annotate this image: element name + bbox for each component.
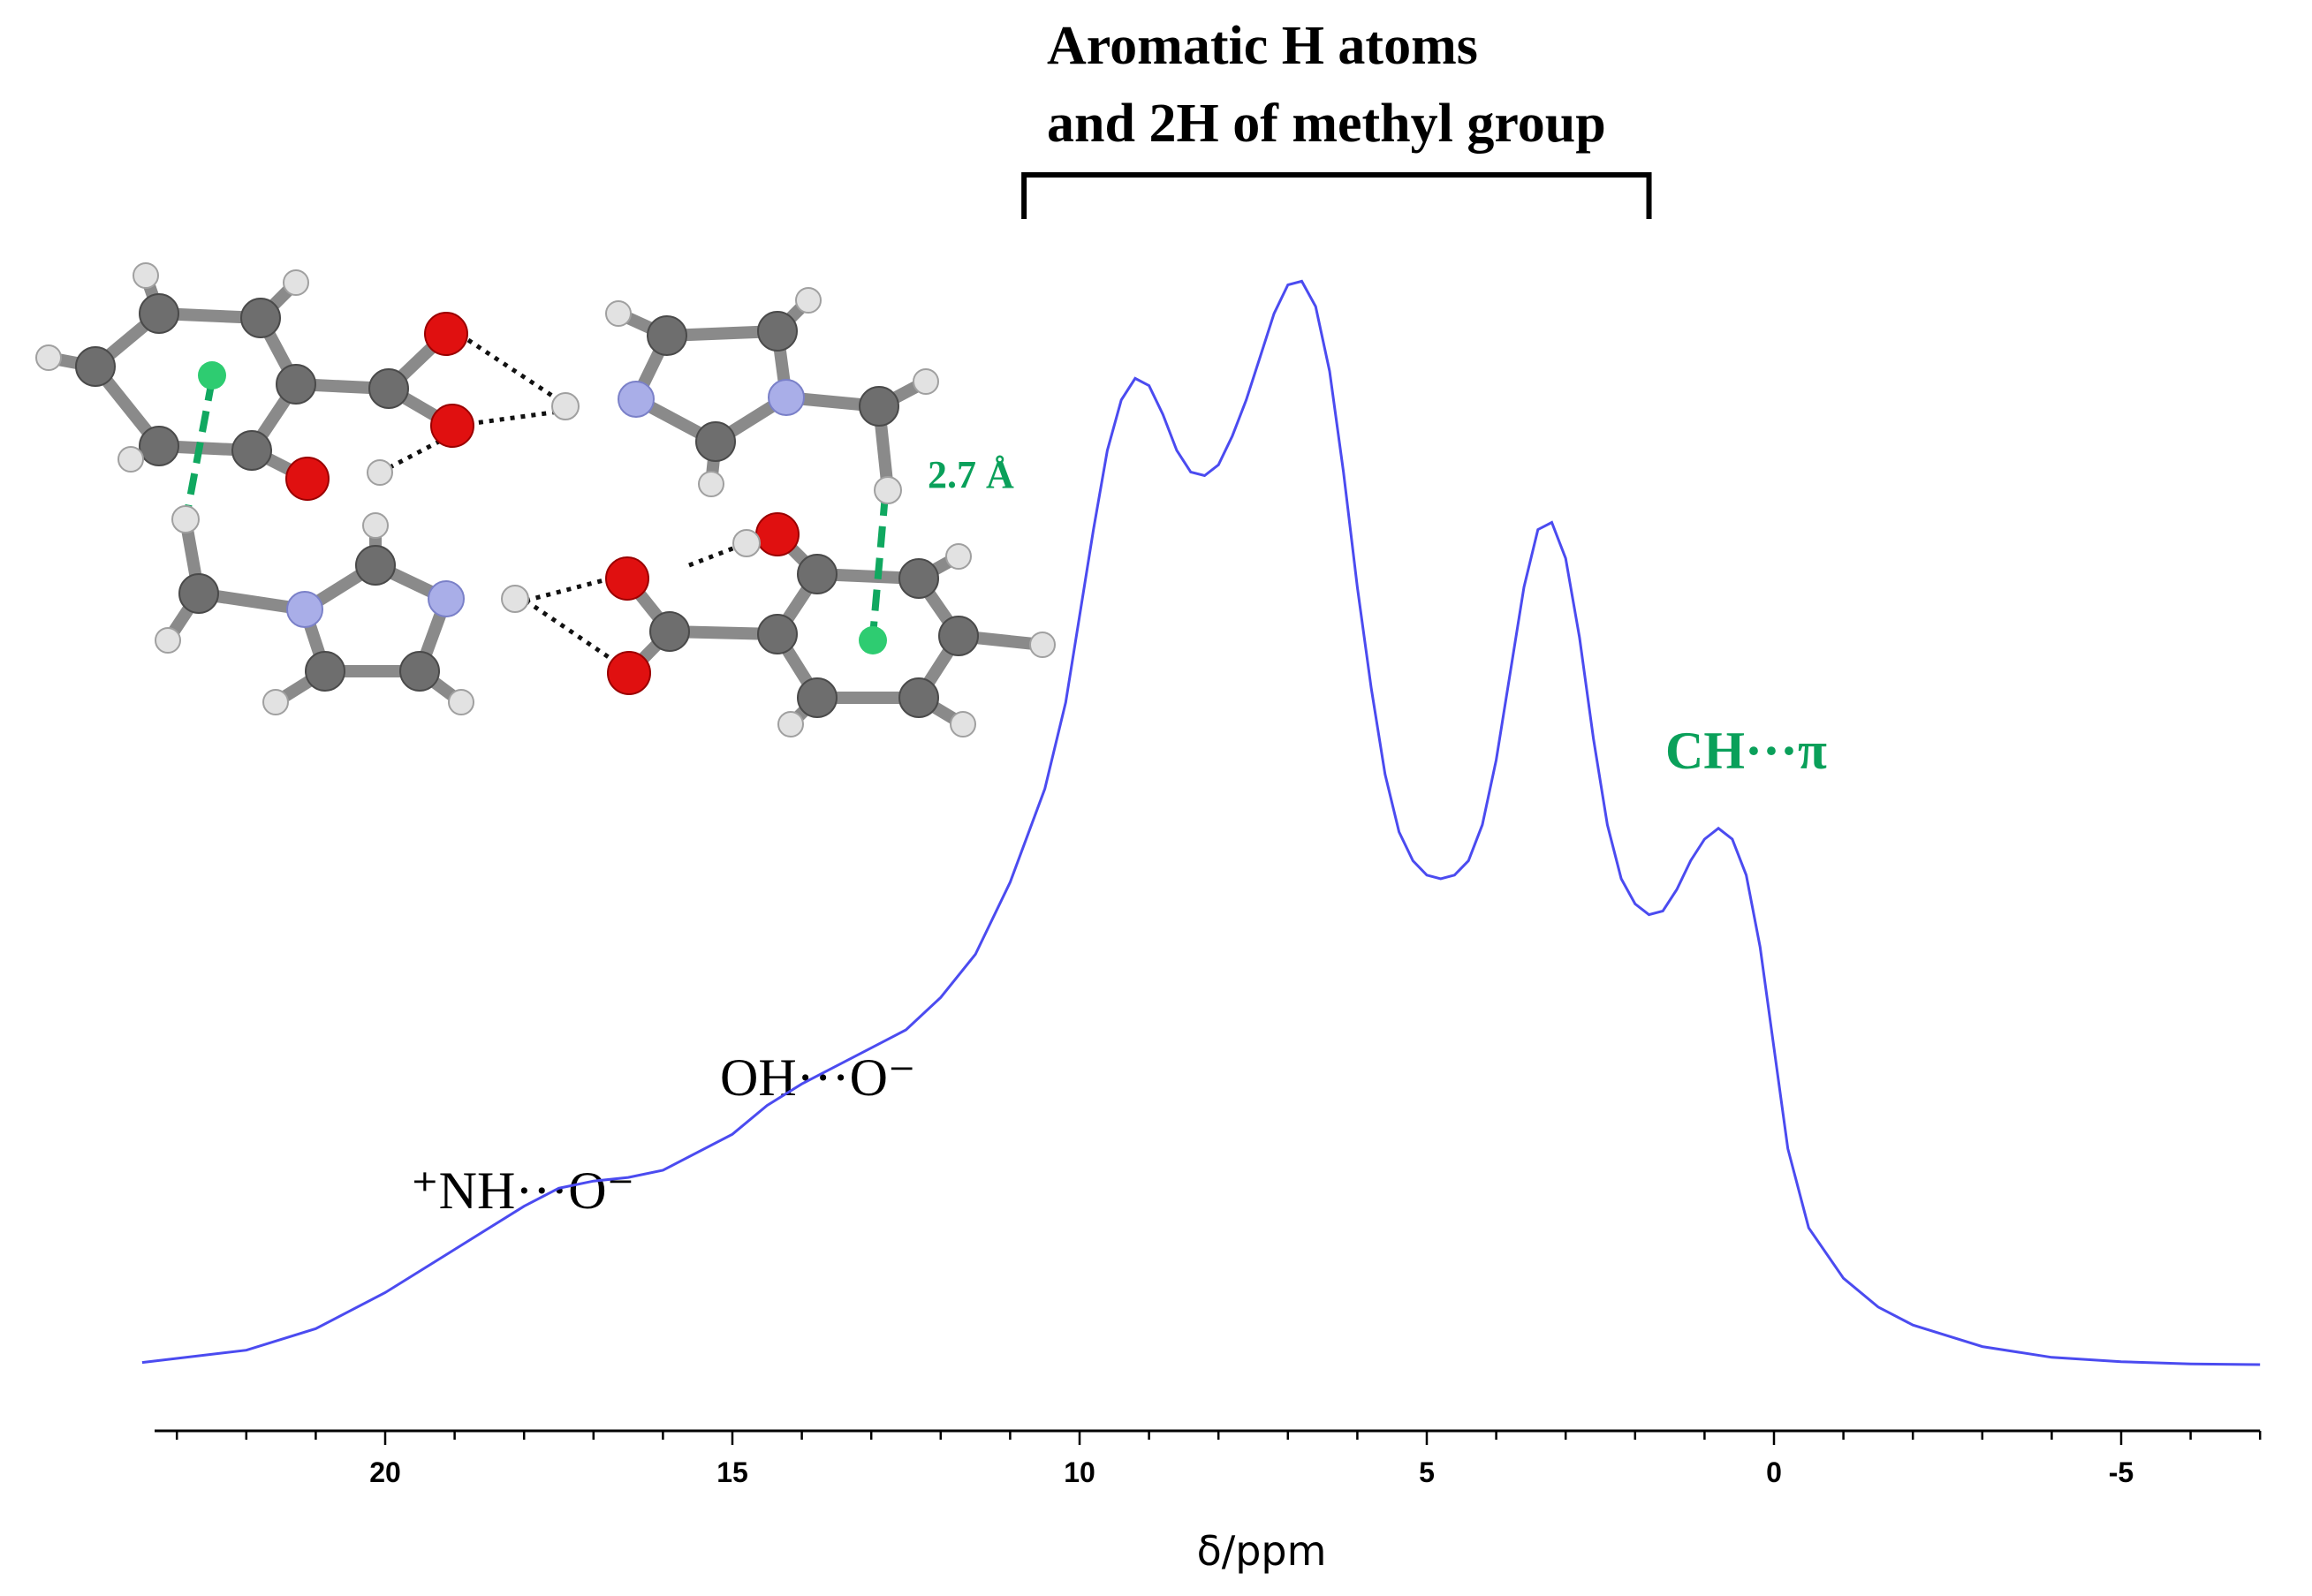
x-tick-label: 10 [1064, 1456, 1095, 1488]
distance-label: 2.7 Å [928, 453, 1014, 496]
annotations: Aromatic H atoms and 2H of methyl group … [411, 16, 1827, 1220]
spectrum-line [141, 279, 2261, 1366]
x-tick-label: 15 [716, 1456, 748, 1488]
x-tick-label: 20 [369, 1456, 401, 1488]
ch-pi-contacts [184, 379, 889, 637]
molecular-structure-illustration [35, 262, 1056, 737]
carbon-atoms [75, 293, 979, 718]
ch-pi-label: CH···π [1665, 722, 1827, 780]
x-tick-label: 5 [1419, 1456, 1435, 1488]
oh-o-label: OH···O⁻ [720, 1048, 916, 1107]
hydrogen-atoms [35, 262, 1056, 737]
x-axis-label: δ/ppm [1197, 1527, 1327, 1575]
x-tick-label: -5 [2109, 1456, 2134, 1488]
x-tick-label: 0 [1766, 1456, 1782, 1488]
bracket-label-line2: and 2H of methyl group [1047, 94, 1606, 154]
nitrogen-atoms [286, 379, 805, 628]
nh-o-label: ⁺NH···O⁻ [411, 1161, 634, 1220]
ring-centroids [198, 361, 887, 654]
aromatic-bracket [1021, 172, 1652, 219]
x-axis: 20 15 10 5 0 -5 [155, 1429, 2262, 1488]
oxygen-atoms [285, 312, 800, 695]
bracket-label-line1: Aromatic H atoms [1047, 16, 1478, 76]
